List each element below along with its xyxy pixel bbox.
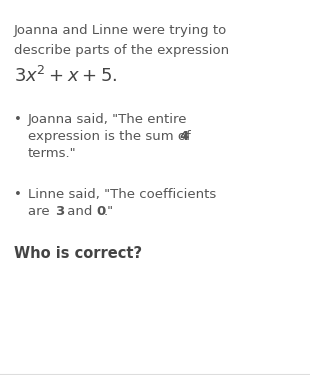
Text: Linne said, "The coefficients: Linne said, "The coefficients [28,188,216,201]
Text: $3x^2 + x + 5.$: $3x^2 + x + 5.$ [14,66,117,86]
Text: Who is correct?: Who is correct? [14,246,142,261]
Text: •: • [14,113,22,126]
Text: •: • [14,188,22,201]
Text: 4: 4 [179,130,188,143]
Text: 3: 3 [55,205,64,218]
Text: are: are [28,205,54,218]
Text: and: and [63,205,97,218]
Text: Joanna and Linne were trying to: Joanna and Linne were trying to [14,24,227,37]
Text: terms.": terms." [28,147,77,160]
Text: 0: 0 [96,205,105,218]
Text: expression is the sum of: expression is the sum of [28,130,195,143]
Text: describe parts of the expression: describe parts of the expression [14,44,229,57]
Text: .": ." [104,205,114,218]
Text: Joanna said, "The entire: Joanna said, "The entire [28,113,188,126]
